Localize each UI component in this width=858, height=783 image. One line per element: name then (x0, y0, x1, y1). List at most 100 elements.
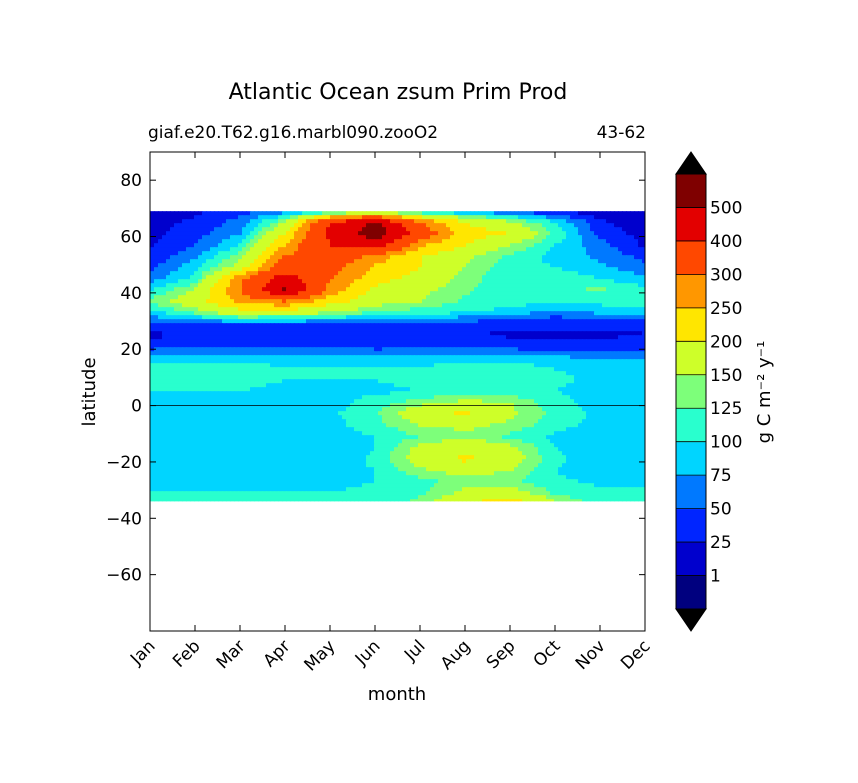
contour-cell (250, 275, 255, 280)
contour-cell (226, 215, 231, 220)
contour-cell (354, 339, 359, 344)
contour-cell (378, 319, 383, 324)
contour-cell (618, 335, 623, 340)
contour-cell (290, 363, 295, 368)
contour-cell (386, 287, 391, 292)
contour-cell (570, 343, 575, 348)
contour-cell (310, 291, 315, 296)
contour-cell (438, 219, 443, 224)
contour-cell (334, 295, 339, 300)
contour-cell (406, 291, 411, 296)
contour-cell (574, 227, 579, 232)
contour-cell (342, 239, 347, 244)
contour-cell (446, 351, 451, 356)
contour-cell (358, 351, 363, 356)
contour-cell (162, 243, 167, 248)
contour-cell (626, 291, 631, 296)
contour-cell (198, 263, 203, 268)
contour-cell (366, 291, 371, 296)
contour-cell (298, 267, 303, 272)
contour-cell (214, 315, 219, 320)
contour-cell (526, 271, 531, 276)
contour-cell (594, 367, 599, 372)
contour-cell (398, 231, 403, 236)
contour-cell (474, 343, 479, 348)
contour-cell (410, 259, 415, 264)
contour-cell (634, 295, 639, 300)
contour-cell (386, 295, 391, 300)
contour-cell (382, 363, 387, 368)
contour-cell (414, 351, 419, 356)
contour-cell (334, 251, 339, 256)
contour-cell (250, 239, 255, 244)
contour-cell (318, 291, 323, 296)
contour-cell (262, 255, 267, 260)
contour-cell (450, 287, 455, 292)
contour-cell (190, 327, 195, 332)
contour-cell (238, 243, 243, 248)
contour-cell (178, 255, 183, 260)
contour-cell (390, 335, 395, 340)
contour-cell (198, 319, 203, 324)
contour-cell (266, 251, 271, 256)
contour-cell (390, 299, 395, 304)
contour-cell (154, 295, 159, 300)
contour-cell (490, 243, 495, 248)
contour-cell (550, 331, 555, 336)
contour-cell (462, 215, 467, 220)
contour-cell (522, 255, 527, 260)
contour-cell (558, 307, 563, 312)
contour-cell (430, 279, 435, 284)
contour-cell (610, 219, 615, 224)
contour-cell (246, 215, 251, 220)
contour-cell (502, 283, 507, 288)
contour-cell (478, 271, 483, 276)
contour-cell (278, 231, 283, 236)
contour-cell (438, 327, 443, 332)
contour-cell (314, 215, 319, 220)
contour-cell (626, 211, 631, 216)
contour-cell (238, 371, 243, 376)
contour-cell (442, 311, 447, 316)
contour-cell (442, 295, 447, 300)
contour-cell (318, 239, 323, 244)
contour-cell (274, 259, 279, 264)
contour-cell (594, 247, 599, 252)
contour-cell (478, 263, 483, 268)
contour-cell (394, 223, 399, 228)
contour-cell (174, 235, 179, 240)
contour-cell (490, 271, 495, 276)
contour-cell (642, 303, 645, 308)
contour-cell (458, 211, 463, 216)
contour-cell (418, 219, 423, 224)
contour-cell (478, 303, 483, 308)
contour-cell (630, 243, 635, 248)
contour-cell (422, 287, 427, 292)
contour-cell (450, 235, 455, 240)
contour-cell (526, 335, 531, 340)
contour-cell (382, 311, 387, 316)
contour-cell (506, 347, 511, 352)
contour-cell (634, 223, 639, 228)
contour-cell (158, 331, 163, 336)
contour-cell (158, 243, 163, 248)
contour-cell (634, 239, 639, 244)
contour-cell (290, 227, 295, 232)
contour-cell (210, 339, 215, 344)
contour-cell (166, 259, 171, 264)
contour-cell (362, 235, 367, 240)
contour-cell (570, 239, 575, 244)
contour-cell (590, 283, 595, 288)
contour-cell (566, 275, 571, 280)
contour-cell (274, 283, 279, 288)
contour-cell (162, 355, 167, 360)
contour-cell (610, 239, 615, 244)
contour-cell (166, 287, 171, 292)
contour-cell (246, 347, 251, 352)
contour-cell (358, 355, 363, 360)
contour-cell (362, 355, 367, 360)
contour-cell (606, 311, 611, 316)
contour-cell (354, 335, 359, 340)
contour-cell (214, 235, 219, 240)
contour-cell (182, 267, 187, 272)
